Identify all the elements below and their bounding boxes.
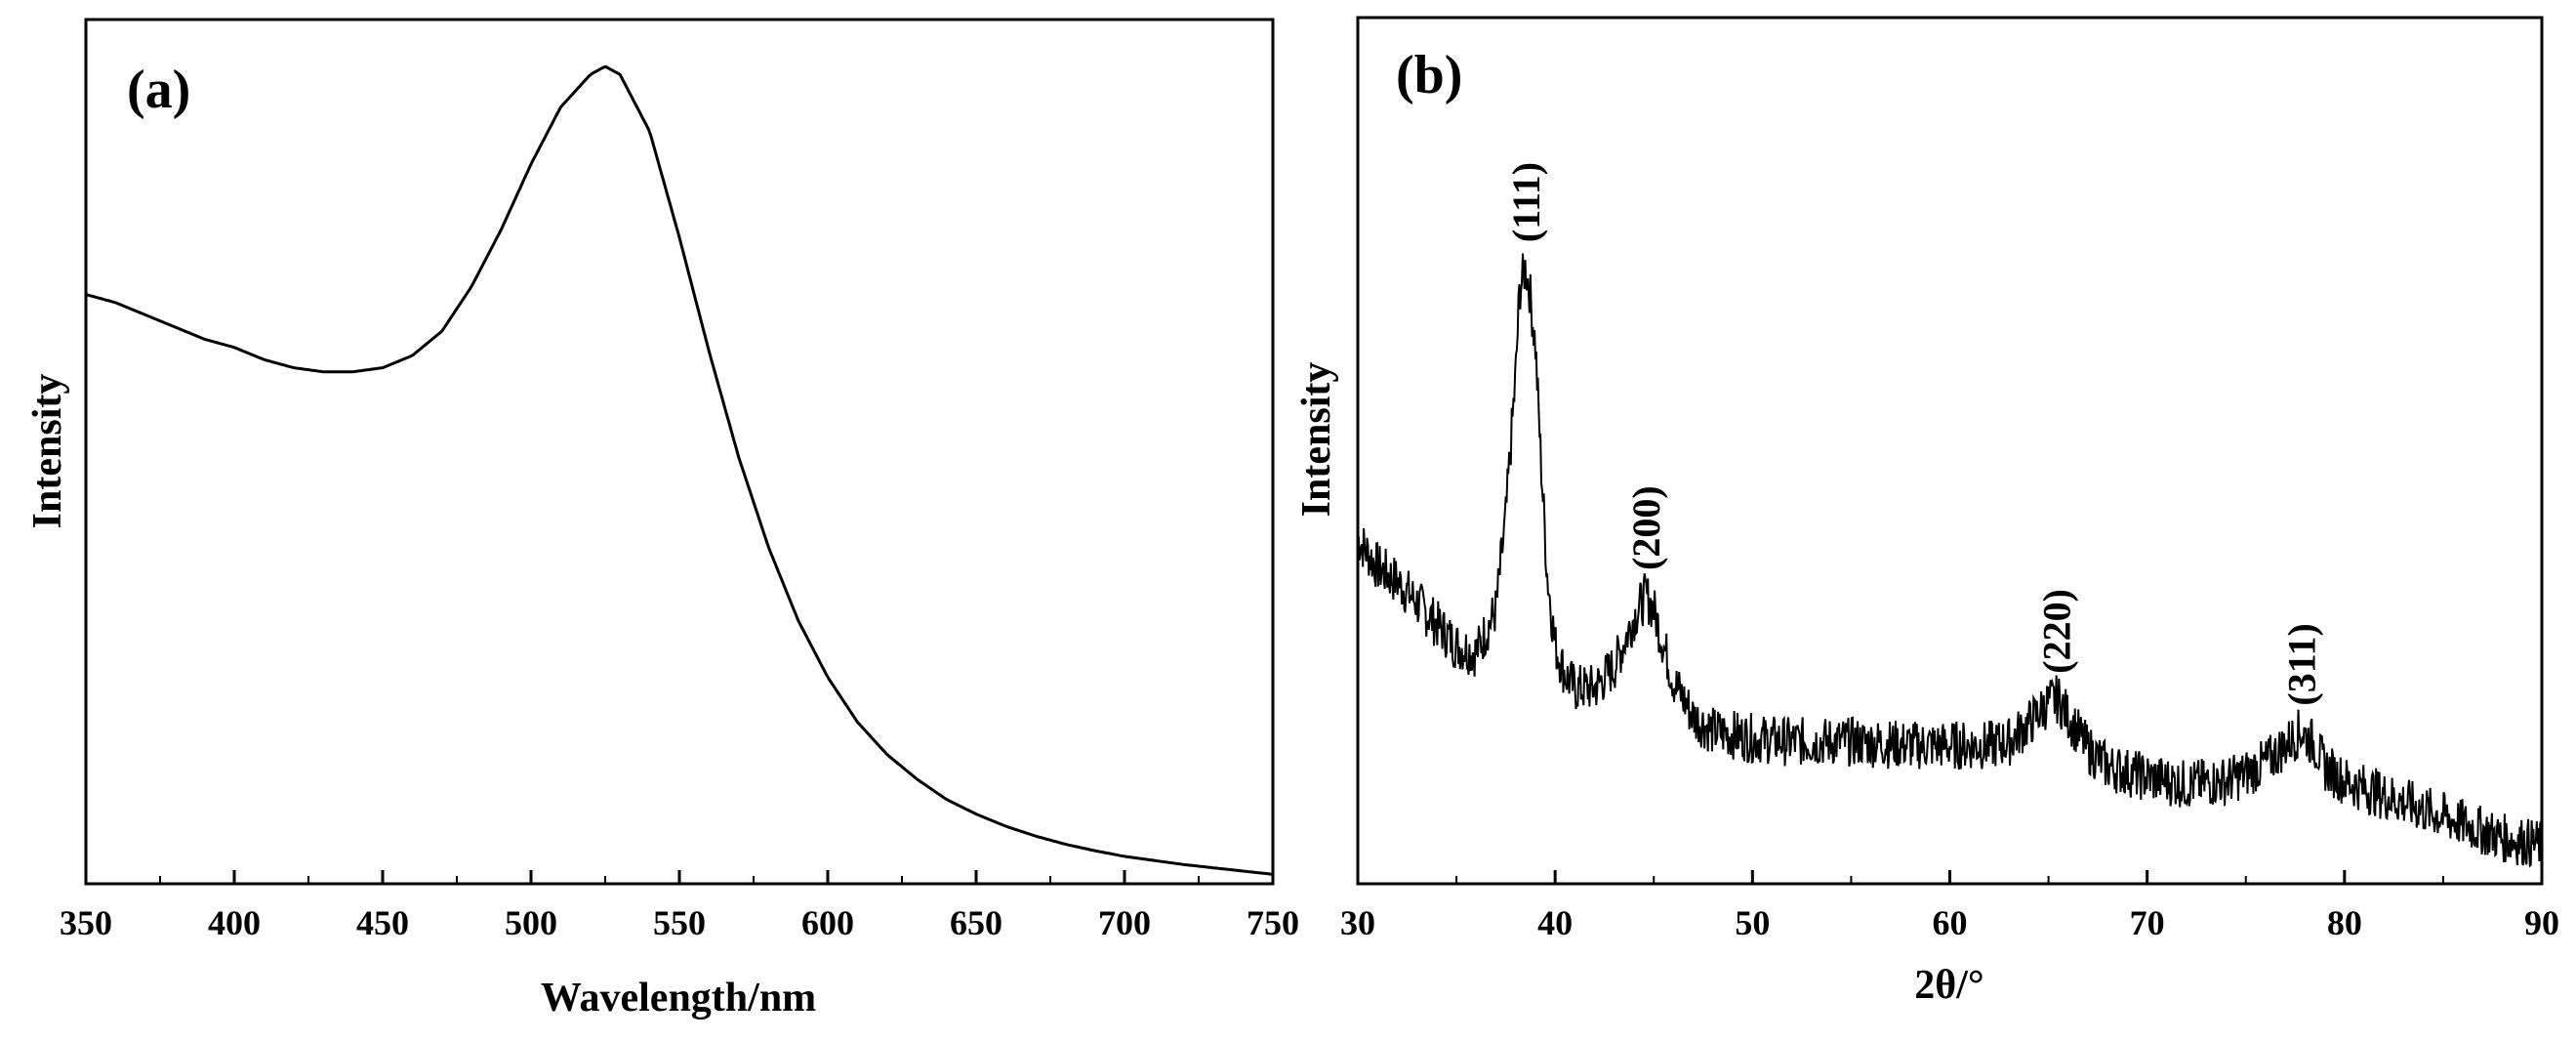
x-tick-label: 80	[2327, 903, 2362, 942]
x-tick-label: 400	[208, 903, 261, 942]
panel-a-x-axis-title: Wavelength/nm	[541, 976, 816, 1020]
panel-a: 350 400 450 500 550 600 650 700 750 (a) Waveleng…	[25, 18, 1299, 1020]
peak-label: (311)	[2279, 623, 2323, 705]
peak-label: (111)	[1504, 162, 1548, 242]
panel-a-frame	[84, 18, 1275, 886]
x-tick-label: 40	[1537, 903, 1573, 942]
panel-b-series-line	[1357, 253, 2543, 868]
panel-a-label: (a)	[127, 60, 190, 120]
x-tick-label: 750	[1247, 903, 1299, 942]
panel-b-x-tick-labels: 30 40 50 60 70 80 90	[1340, 903, 2559, 942]
x-tick-label: 60	[1933, 903, 1968, 942]
panel-b-y-axis-title: Intensity	[1294, 362, 1339, 518]
x-tick-label: 700	[1098, 903, 1151, 942]
x-tick-label: 350	[60, 903, 112, 942]
peak-label: (220)	[2035, 589, 2079, 674]
panel-b-peak-labels: (111) (200) (220) (311)	[1504, 162, 2324, 706]
x-tick-label: 650	[950, 903, 1002, 942]
x-tick-label: 90	[2524, 903, 2559, 942]
panel-a-y-axis-title: Intensity	[25, 374, 70, 529]
panel-a-x-tick-labels: 350 400 450 500 550 600 650 700 750	[60, 903, 1299, 942]
panel-b-x-ticks	[1356, 870, 2544, 884]
x-tick-label: 500	[505, 903, 557, 942]
x-tick-label: 50	[1735, 903, 1770, 942]
x-tick-label: 70	[2130, 903, 2165, 942]
x-tick-label: 600	[801, 903, 854, 942]
panel-b-x-axis-title: 2θ/°	[1914, 963, 1983, 1008]
x-tick-label: 30	[1340, 903, 1375, 942]
x-tick-label: 550	[653, 903, 706, 942]
panel-b: 30 40 50 60 70 80 90 (111)(200)(220) (311) (b) …	[1294, 16, 2559, 1008]
peak-label: (200)	[1624, 485, 1668, 570]
panel-a-x-ticks	[84, 870, 1275, 884]
panel-a-series-line	[85, 64, 1274, 876]
x-tick-label: 450	[356, 903, 409, 942]
panel-b-label: (b)	[1396, 45, 1462, 105]
